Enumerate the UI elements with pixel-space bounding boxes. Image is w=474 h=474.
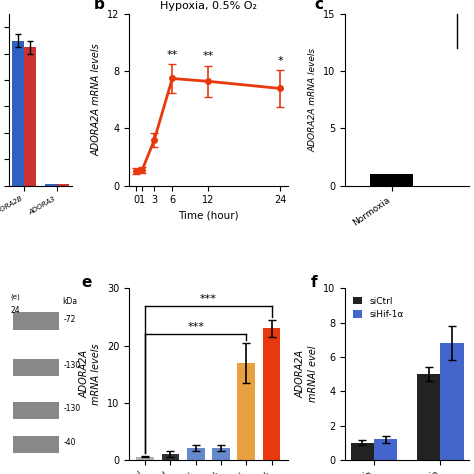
Text: **: ** <box>167 50 178 60</box>
Text: f: f <box>310 275 317 290</box>
Bar <box>12 41 24 186</box>
Bar <box>351 443 374 460</box>
Bar <box>370 174 413 186</box>
Text: ***: *** <box>200 294 217 304</box>
Text: (e): (e) <box>11 293 20 300</box>
Bar <box>374 439 397 460</box>
Bar <box>162 454 179 460</box>
Bar <box>212 448 230 460</box>
Bar <box>46 184 57 186</box>
Text: -130: -130 <box>64 404 82 413</box>
Bar <box>13 436 59 453</box>
Legend: siCtrl, siHif-1α: siCtrl, siHif-1α <box>350 293 408 323</box>
Text: c: c <box>314 0 323 12</box>
Bar <box>13 359 59 376</box>
Title: Hypoxia, 0.5% O₂: Hypoxia, 0.5% O₂ <box>160 0 257 10</box>
Bar <box>13 401 59 419</box>
X-axis label: Time (hour): Time (hour) <box>178 211 238 221</box>
Y-axis label: ADORA2A mRNA levels: ADORA2A mRNA levels <box>309 48 318 152</box>
Bar <box>24 47 36 186</box>
Y-axis label: ADORA2A
mRNA levels: ADORA2A mRNA levels <box>80 343 101 405</box>
Text: e: e <box>82 275 92 290</box>
Bar <box>417 374 440 460</box>
Bar <box>57 184 69 186</box>
Text: ***: *** <box>187 322 204 332</box>
Y-axis label: ADORA2A mRNA levels: ADORA2A mRNA levels <box>91 44 101 156</box>
Bar <box>187 448 205 460</box>
Bar <box>263 328 281 460</box>
Text: -40: -40 <box>64 438 77 447</box>
Text: -130: -130 <box>64 361 82 370</box>
Text: kDa: kDa <box>62 297 77 306</box>
Bar <box>13 312 59 329</box>
Text: 24: 24 <box>11 306 20 315</box>
Text: **: ** <box>203 51 214 61</box>
Bar <box>440 343 464 460</box>
Text: -72: -72 <box>64 315 76 324</box>
Y-axis label: ADORA2A
mRNAl evel: ADORA2A mRNAl evel <box>296 346 318 402</box>
Bar <box>136 457 154 460</box>
Text: *: * <box>278 55 283 65</box>
Bar <box>237 363 255 460</box>
Text: b: b <box>94 0 105 12</box>
